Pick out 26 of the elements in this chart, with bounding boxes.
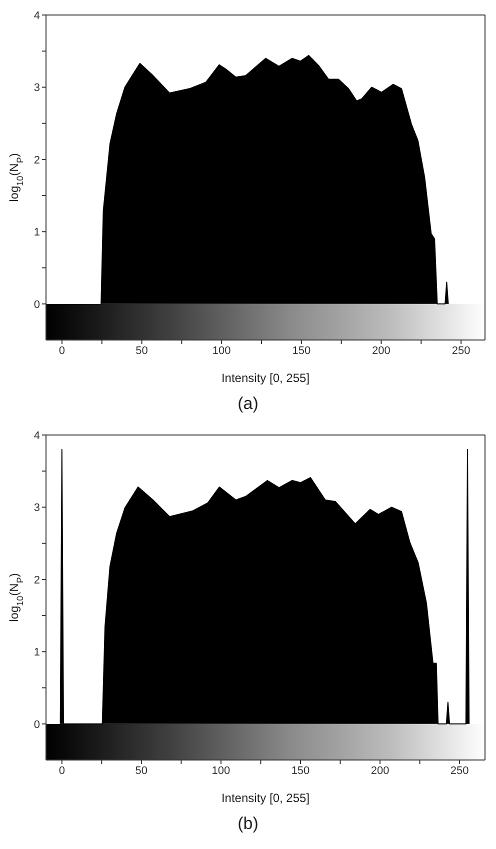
- y-tick-label: 2: [34, 574, 40, 586]
- x-tick-label: 100: [212, 344, 231, 357]
- x-tick-label: 50: [135, 764, 148, 777]
- x-tick-label: 150: [291, 764, 310, 777]
- y-tick-label: 4: [34, 430, 40, 442]
- y-tick-label: 3: [34, 82, 40, 94]
- x-tick-label: 250: [452, 344, 470, 357]
- y-tick-label: 0: [34, 298, 40, 311]
- x-tick-label: 200: [370, 764, 390, 777]
- y-tick-label: 2: [34, 154, 40, 166]
- x-tick-label: 250: [450, 764, 469, 777]
- x-tick-label: 0: [58, 344, 66, 357]
- text: (b): [236, 813, 260, 835]
- x-axis-title: Intensity [0, 255]: [221, 791, 310, 805]
- x-tick-label: 200: [372, 344, 390, 357]
- y-tick-label: 3: [34, 502, 40, 514]
- y-tick-label: 4: [34, 10, 40, 22]
- y-tick-label: 1: [34, 226, 40, 239]
- x-tick-label: 0: [58, 764, 65, 777]
- y-tick-label: 0: [34, 718, 40, 731]
- y-tick-label: 1: [34, 646, 40, 659]
- x-axis-title: Intensity [0, 255]: [221, 371, 310, 385]
- text: (a): [236, 393, 260, 415]
- x-tick-label: 50: [136, 344, 148, 357]
- x-tick-label: 100: [212, 764, 230, 777]
- x-tick-label: 150: [292, 344, 311, 357]
